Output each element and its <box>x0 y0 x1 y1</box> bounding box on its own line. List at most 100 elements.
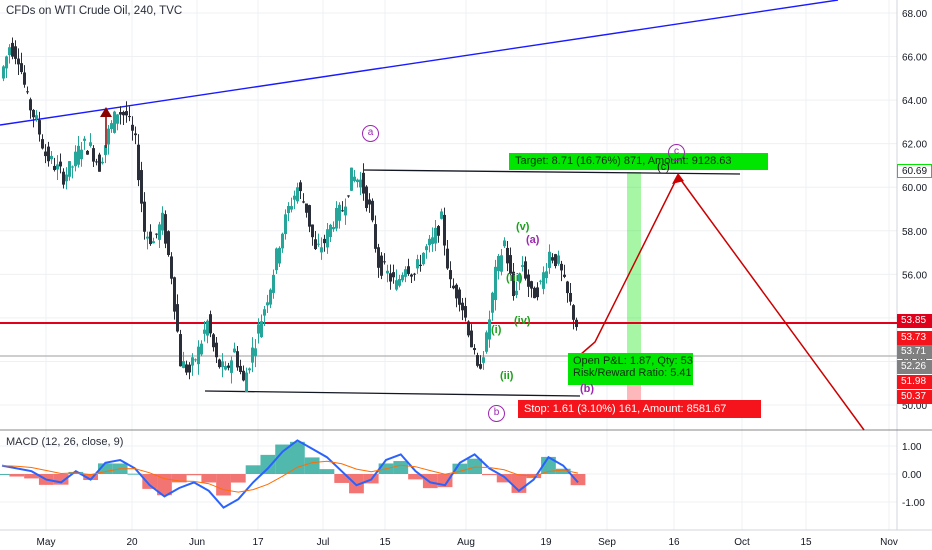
candle-body <box>74 151 77 167</box>
candle-body <box>347 195 350 197</box>
price-tag: 51.98 <box>897 375 932 389</box>
candle-body <box>245 372 248 392</box>
price-tick-label: 58.00 <box>902 227 927 238</box>
candle-body <box>137 144 140 181</box>
candle-body <box>521 265 524 267</box>
candle-body <box>326 229 329 248</box>
macd-axis[interactable]: 1.00 0.00 -1.00 <box>902 442 925 509</box>
candle-body <box>293 195 296 200</box>
candle-body <box>134 133 137 136</box>
candle-body <box>179 334 182 367</box>
candle-body <box>116 114 119 124</box>
candle-body <box>401 275 404 281</box>
time-tick-label: 19 <box>540 537 552 548</box>
pnl-label: Open P&L: 1.87, Qty: 53 <box>573 355 693 367</box>
candle-body <box>386 270 389 274</box>
candle-body <box>494 266 497 301</box>
candle-body <box>482 357 485 363</box>
candle-body <box>44 151 47 157</box>
candle-body <box>380 255 383 276</box>
time-axis[interactable]: May 20 Jun 17 Jul 15 Aug 19 Sep 16 Oct 15 Nov <box>37 537 898 548</box>
candle-body <box>485 332 488 352</box>
macd-histogram-bar <box>142 474 158 489</box>
candle-body <box>5 56 8 69</box>
candle-body <box>464 306 467 318</box>
projection-up-arrow[interactable] <box>579 175 679 356</box>
candle-body <box>314 239 317 250</box>
macd-histogram-bar <box>319 469 335 474</box>
candle-body <box>221 361 224 368</box>
projection-down-line[interactable] <box>677 175 865 431</box>
candle-body <box>140 170 143 204</box>
macd-line <box>1 439 579 509</box>
candle-body <box>323 238 326 244</box>
candle-body <box>422 252 425 265</box>
candle-body <box>539 280 542 282</box>
target-label[interactable]: Target: 8.71 (16.76%) 871, Amount: 9128.… <box>509 153 768 170</box>
price-tick-label: 68.00 <box>902 9 927 20</box>
signal-line <box>1 460 579 493</box>
macd-histogram-bar <box>171 474 187 483</box>
candle-body <box>167 231 170 255</box>
macd-histogram-bar <box>408 474 423 480</box>
price-tick-label: 66.00 <box>902 53 927 64</box>
time-tick-label: 16 <box>668 537 680 548</box>
candle-body <box>86 150 89 155</box>
candle-body <box>512 271 515 297</box>
candle-body <box>305 203 308 213</box>
stop-label[interactable]: Stop: 1.61 (3.10%) 161, Amount: 8581.67 <box>518 400 761 418</box>
macd-histogram-bar <box>53 474 69 485</box>
candle-body <box>239 365 242 372</box>
wave-b-circle: b <box>488 405 505 422</box>
candle-body <box>476 355 479 366</box>
candle-body <box>2 66 5 79</box>
macd-histogram-bar <box>260 454 276 474</box>
macd-tick-label: 0.00 <box>902 470 922 481</box>
candle-body <box>146 236 149 239</box>
candle-body <box>509 255 512 274</box>
candle-body <box>209 314 212 334</box>
candle-body <box>341 210 344 212</box>
candle-body <box>89 142 92 146</box>
candle-body <box>350 167 353 191</box>
time-tick-label: Jul <box>317 537 330 548</box>
position-info[interactable]: Open P&L: 1.87, Qty: 53 Risk/Reward Rati… <box>568 353 693 385</box>
candle-body <box>500 255 503 272</box>
trend-line[interactable] <box>0 0 839 126</box>
price-tick-label: 62.00 <box>902 140 927 151</box>
time-tick-label: 15 <box>379 537 391 548</box>
price-tag: 50.37 <box>897 390 932 404</box>
candle-body <box>524 261 527 279</box>
macd-histogram-bar <box>467 458 482 474</box>
candle-body <box>431 237 434 244</box>
channel-bottom-line[interactable] <box>204 390 581 397</box>
candle-body <box>299 182 302 192</box>
candle-body <box>455 284 458 299</box>
candle-body <box>362 172 365 194</box>
candle-body <box>164 214 167 244</box>
candle-body <box>50 155 53 160</box>
candle-body <box>566 281 569 294</box>
wave-ii: (ii) <box>500 370 514 382</box>
candle-body <box>359 179 362 188</box>
candle-body <box>461 302 464 311</box>
candle-body <box>131 124 134 131</box>
macd-histogram-bar <box>290 441 305 474</box>
macd-histogram-bar <box>216 474 231 496</box>
candle-body <box>557 255 560 264</box>
candle-body <box>62 171 65 185</box>
candle-body <box>491 292 494 313</box>
candle-body <box>311 224 314 238</box>
candle-body <box>356 179 359 183</box>
macd-histogram-bar <box>452 463 468 474</box>
candle-body <box>449 270 452 280</box>
candle-body <box>14 46 17 59</box>
candle-body <box>425 246 428 251</box>
candle-body <box>233 348 236 353</box>
macd-histogram-bar <box>422 474 438 489</box>
candle-body <box>26 91 29 93</box>
candle-body <box>317 243 320 245</box>
channel-top-line[interactable] <box>362 169 741 175</box>
candle-body <box>218 359 221 368</box>
